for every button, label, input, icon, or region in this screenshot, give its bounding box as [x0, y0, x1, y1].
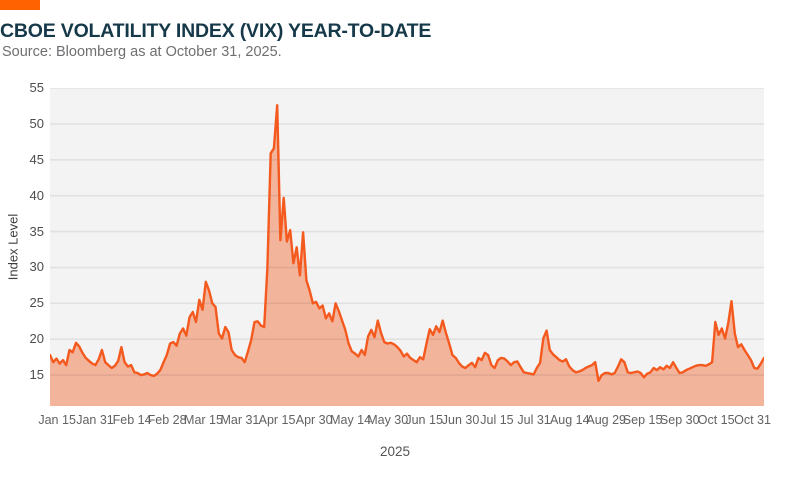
y-tick-label: 30 [29, 259, 44, 275]
y-tick-label: 50 [29, 115, 44, 131]
x-tick-label: Aug 14 [549, 413, 590, 427]
x-tick-label: Feb 14 [112, 413, 152, 427]
x-tick-label: Jun 15 [405, 413, 443, 427]
y-tick-label: 15 [29, 367, 44, 383]
vix-line [50, 104, 764, 383]
y-tick-label: 55 [29, 80, 44, 95]
x-tick-label: Apr 30 [295, 413, 333, 427]
x-tick-label: Mar 15 [184, 413, 223, 427]
y-tick-label: 35 [29, 223, 44, 239]
page-title: CBOE VOLATILITY INDEX (VIX) YEAR-TO-DATE [0, 20, 432, 42]
y-tick-label: 40 [29, 187, 44, 203]
x-tick-label: Oct 15 [697, 413, 735, 427]
x-tick-label: May 14 [330, 413, 372, 427]
x-tick-label: Apr 15 [258, 413, 296, 427]
x-tick-label: Jul 31 [517, 413, 551, 427]
x-tick-label: Jun 30 [441, 413, 480, 427]
brand-accent-bar [0, 0, 40, 10]
x-tick-label: Jan 31 [76, 413, 114, 427]
x-tick-label: May 30 [367, 413, 409, 427]
x-tick-label: Aug 29 [586, 413, 627, 427]
x-tick-label: Feb 28 [147, 413, 187, 427]
y-tick-label: 25 [29, 295, 44, 311]
x-tick-label: Jan 15 [38, 413, 76, 427]
x-tick-label: Oct 31 [734, 413, 771, 427]
y-tick-label: 20 [29, 331, 44, 347]
source-subtitle: Source: Bloomberg as at October 31, 2025… [2, 44, 282, 60]
x-tick-label: Sep 15 [622, 413, 663, 427]
x-tick-label: Sep 30 [659, 413, 700, 427]
x-tick-label: Mar 31 [220, 413, 260, 427]
x-tick-label: Jul 15 [480, 413, 514, 427]
x-axis-year-label: 2025 [379, 444, 411, 459]
plot-area: Index Level 2025 15 20 25 30 35 40 45 50 55 Jan 1… [6, 81, 771, 460]
vix-area-fill [50, 105, 764, 406]
y-tick-label: 45 [29, 151, 44, 167]
vix-area-chart [50, 88, 764, 406]
